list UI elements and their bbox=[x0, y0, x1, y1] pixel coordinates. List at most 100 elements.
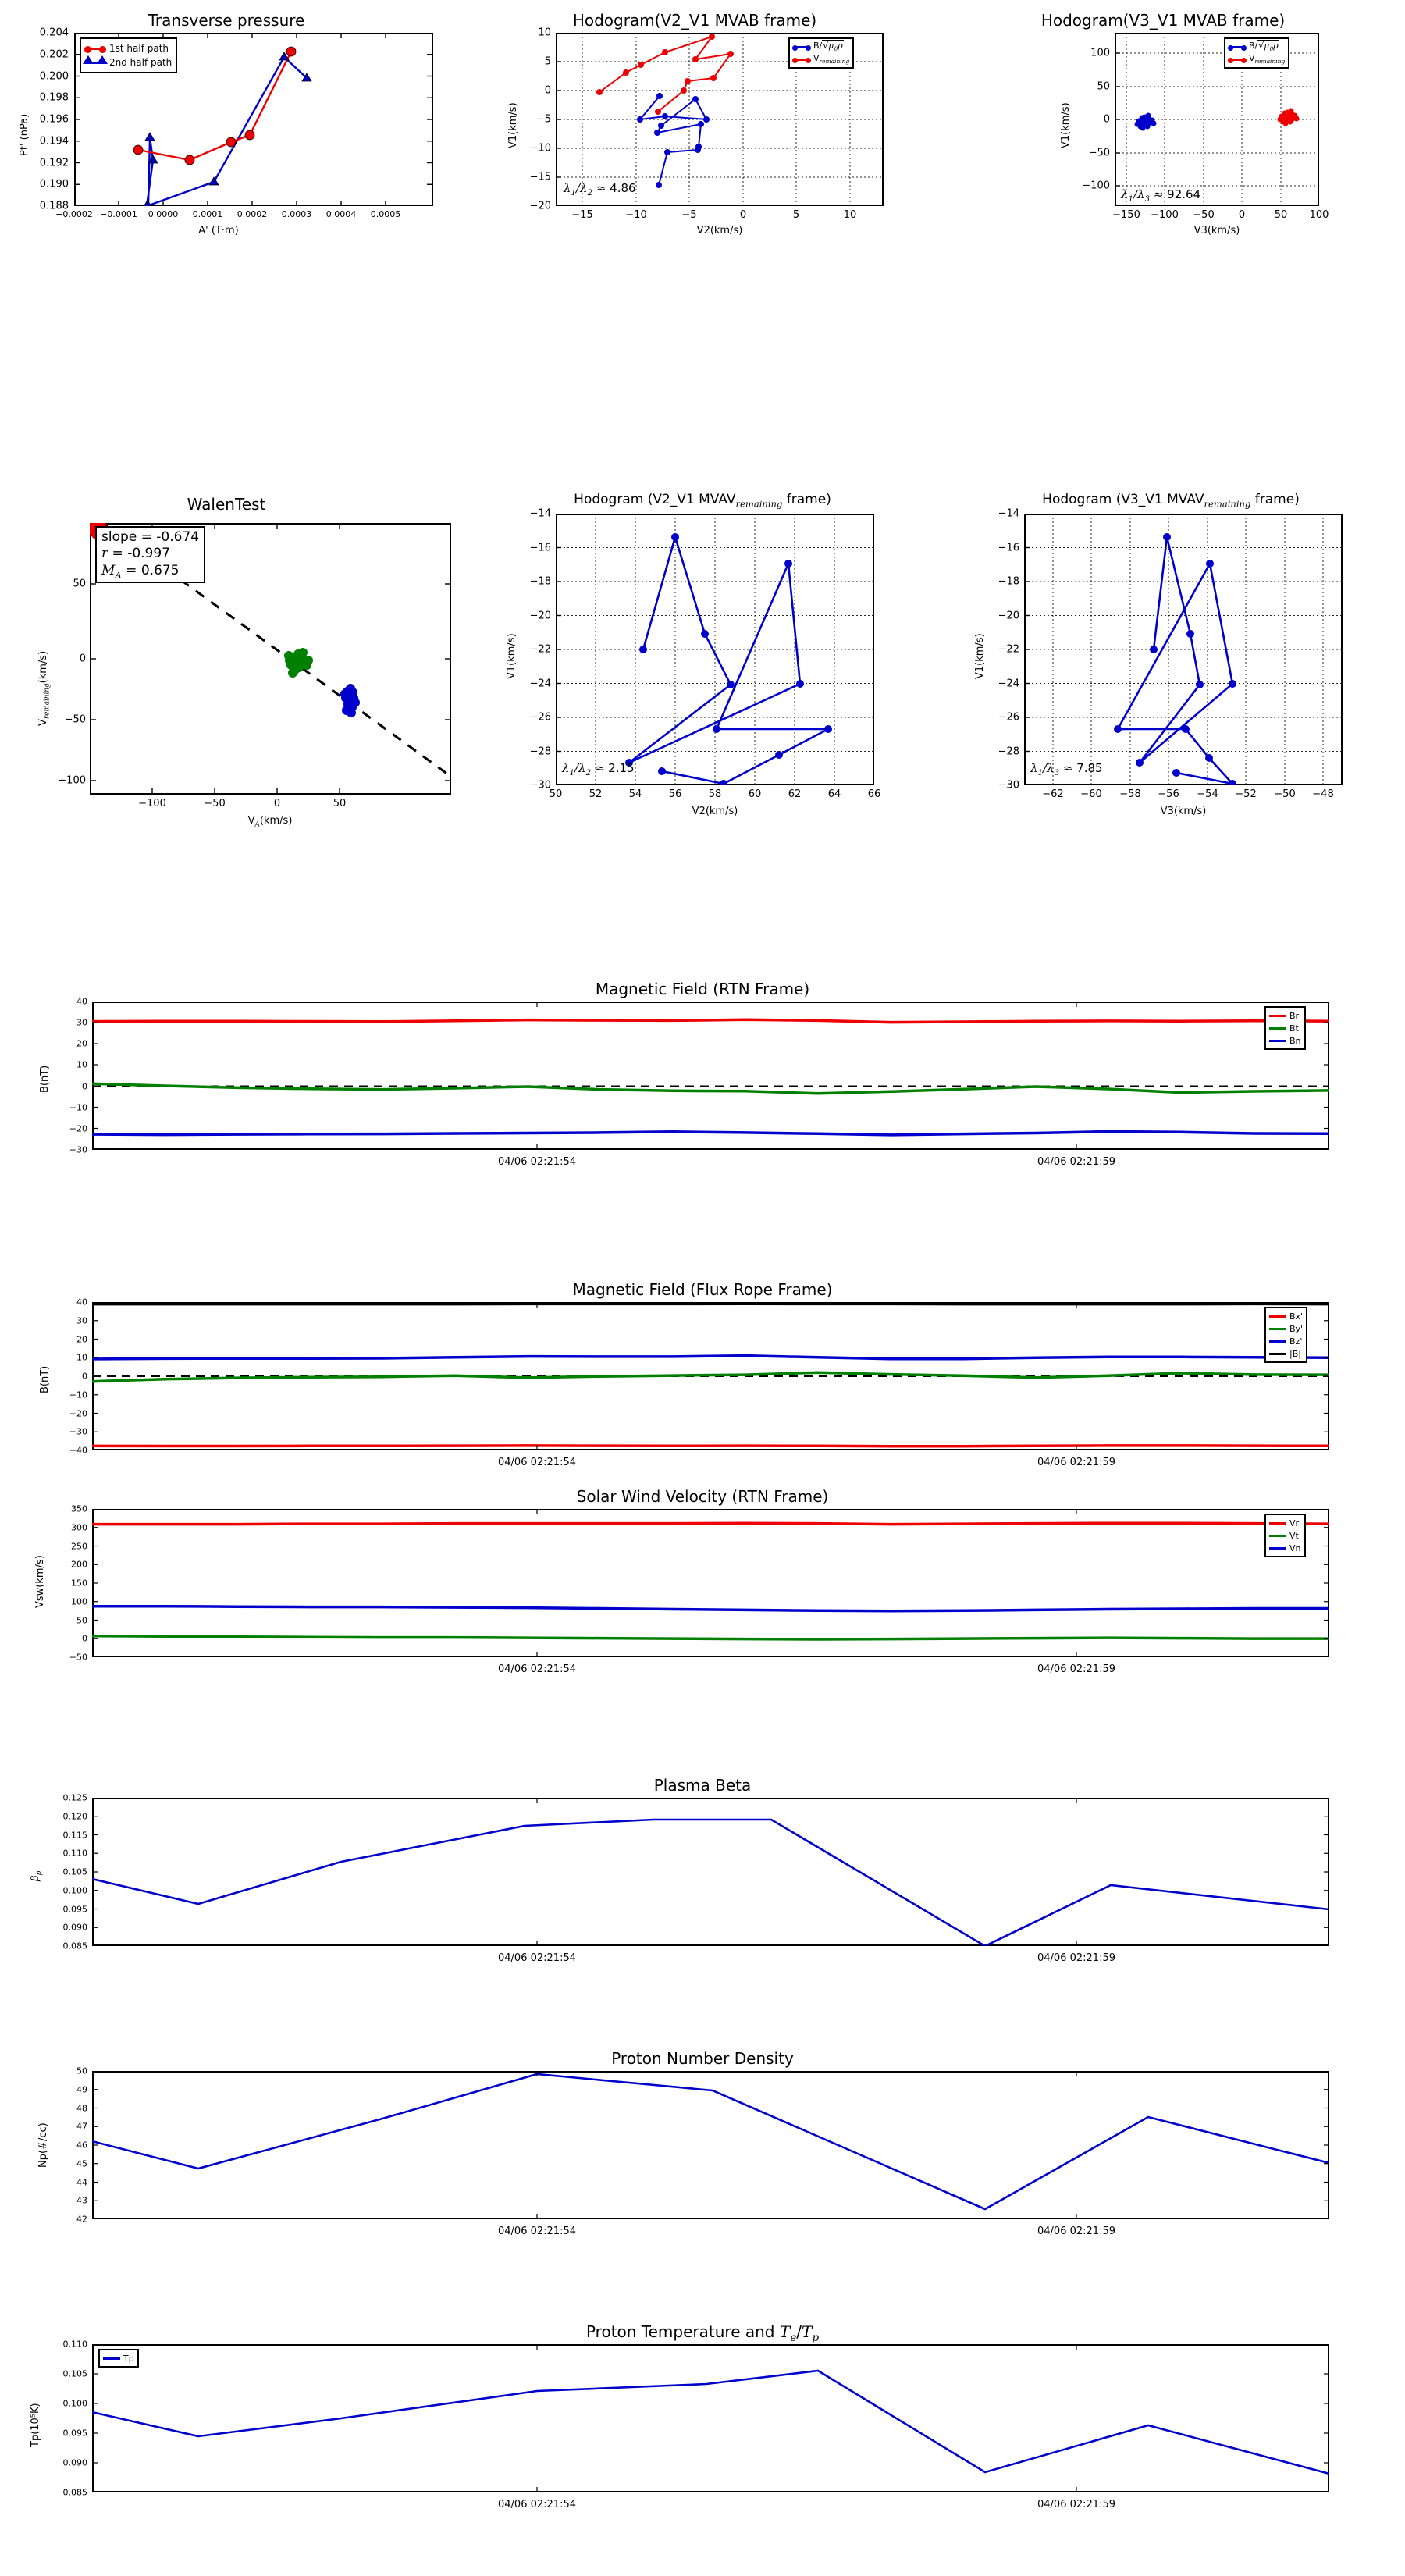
xtick-8: 66 bbox=[867, 788, 881, 800]
legend-hodogram-v3v1-mvab[interactable]: B/√μ0ρ Vremaining bbox=[1224, 37, 1290, 69]
legend-mag-flux[interactable]: Bx' By' Bz' |B| bbox=[1264, 1307, 1308, 1363]
xtick-4: 50 bbox=[1274, 209, 1288, 221]
y-axis-sub: remaining bbox=[43, 683, 52, 720]
series-b-alfven-line bbox=[638, 95, 708, 186]
yaxis-title: V1(km/s) bbox=[506, 633, 518, 679]
title-post: frame) bbox=[1250, 492, 1300, 507]
ytick-m22: −22 bbox=[529, 643, 551, 656]
xtick-0: 50 bbox=[549, 788, 563, 800]
red-line-icon bbox=[1269, 1315, 1286, 1318]
ytick-350: 350 bbox=[71, 1503, 87, 1514]
title-pre: Hodogram (V3_V1 MVAV bbox=[1042, 492, 1204, 507]
legend-label: |B| bbox=[1289, 1348, 1301, 1359]
lambda-value: ≈ 2.15 bbox=[594, 761, 635, 775]
ytick-m10: −10 bbox=[69, 1389, 87, 1400]
legend-item-br[interactable]: Br bbox=[1269, 1009, 1301, 1022]
legend-item-bzp[interactable]: Bz' bbox=[1269, 1335, 1303, 1347]
legend-label: By' bbox=[1289, 1323, 1304, 1334]
lambda-symbol: λ1/λ3 bbox=[1030, 761, 1060, 777]
series-vr bbox=[92, 1521, 1329, 1526]
red-line-icon bbox=[1269, 1521, 1286, 1525]
xtick-time-2: 04/06 02:21:59 bbox=[1037, 1952, 1115, 1964]
legend-hodogram-v2v1-mvab[interactable]: B/√μ0ρ Vremaining bbox=[788, 37, 855, 69]
xaxis-title: V3(km/s) bbox=[1160, 806, 1207, 817]
xtick-time-1: 04/06 02:21:54 bbox=[498, 1663, 576, 1675]
xtick-2: −5 bbox=[681, 209, 697, 221]
title-p: p bbox=[812, 2332, 820, 2344]
ytick-m5: −5 bbox=[535, 113, 551, 126]
legend-proton-temp[interactable]: Tp bbox=[98, 2349, 139, 2368]
panel-title: Hodogram (V2_V1 MVAVremaining frame) bbox=[476, 492, 929, 509]
legend-item-tp[interactable]: Tp bbox=[103, 2352, 134, 2364]
ytick-0090: 0.090 bbox=[62, 2457, 88, 2468]
ytick-m30: −30 bbox=[69, 1426, 87, 1437]
legend-item-bn[interactable]: Bn bbox=[1269, 1034, 1301, 1047]
xtick-3: 0 bbox=[739, 209, 747, 221]
panel-proton-temperature: Proton Temperature and Te/Tp 0.110 0.105… bbox=[0, 2322, 1405, 2549]
yaxis-title: V1(km/s) bbox=[507, 102, 519, 148]
red-circle-marker-icon bbox=[84, 46, 106, 53]
ytick-m20: −20 bbox=[69, 1408, 87, 1418]
alfven-mach-value: MA = 0.675 bbox=[101, 563, 199, 581]
yaxis-title: B(nT) bbox=[39, 1365, 51, 1393]
xtick-4: 0.0002 bbox=[237, 209, 268, 219]
series-bzp bbox=[92, 1354, 1329, 1361]
legend-item-byp[interactable]: By' bbox=[1269, 1322, 1303, 1335]
red-line-marker-icon bbox=[1228, 58, 1247, 63]
hodogram-v3v1-mvav-canvas bbox=[1024, 514, 1343, 785]
title-sub: remaining bbox=[735, 498, 783, 510]
legend-vsw[interactable]: Vr Vt Vn bbox=[1264, 1514, 1306, 1557]
ytick-m50: −50 bbox=[69, 1652, 87, 1663]
ytick-m14: −14 bbox=[998, 507, 1019, 520]
ytick-m15: −15 bbox=[529, 171, 551, 183]
panel-title: Plasma Beta bbox=[653, 1776, 752, 1795]
ytick-m50: −50 bbox=[64, 713, 86, 726]
legend-item-babs[interactable]: |B| bbox=[1269, 1347, 1303, 1360]
legend-transverse-pressure[interactable]: 1st half path 2nd half path bbox=[80, 37, 178, 73]
ytick-2: 0.192 bbox=[39, 157, 69, 169]
panel-title: Transverse pressure bbox=[148, 11, 305, 30]
legend-label: Vremaining bbox=[813, 53, 850, 66]
xtick-0: −150 bbox=[1112, 209, 1140, 221]
ytick-m20: −20 bbox=[529, 610, 551, 621]
ytick-50: 50 bbox=[76, 2065, 87, 2076]
yaxis-title: Np(#/cc) bbox=[37, 2122, 49, 2168]
panel-title: Magnetic Field (RTN Frame) bbox=[595, 980, 810, 998]
legend-item-b-alfven[interactable]: B/√μ0ρ bbox=[1228, 40, 1285, 53]
panel-hodogram-v3v1-mvab: Hodogram(V3_V1 MVAB frame) bbox=[937, 0, 1405, 437]
ytick-47: 47 bbox=[76, 2121, 87, 2132]
legend-item-v-remaining[interactable]: Vremaining bbox=[1228, 53, 1285, 66]
legend-item-vn[interactable]: Vn bbox=[1269, 1542, 1301, 1554]
legend-item-vr[interactable]: Vr bbox=[1269, 1517, 1301, 1529]
title-post: frame) bbox=[782, 492, 831, 507]
ytick-m30: −30 bbox=[998, 779, 1019, 792]
legend-item-1st-half[interactable]: 1st half path bbox=[84, 41, 172, 55]
legend-item-vt[interactable]: Vt bbox=[1269, 1529, 1301, 1542]
xtick-3: 56 bbox=[668, 788, 682, 800]
ytick-m22: −22 bbox=[998, 643, 1019, 656]
series-v3v1-markers bbox=[1114, 533, 1236, 785]
ytick-m100: −100 bbox=[58, 774, 86, 787]
legend-item-2nd-half[interactable]: 2nd half path bbox=[83, 55, 172, 69]
ytick-m20: −20 bbox=[998, 610, 1019, 621]
ytick-100: 100 bbox=[71, 1596, 87, 1607]
xtick-5: 0.0003 bbox=[281, 209, 312, 219]
legend-mag-rtn[interactable]: Br Bt Bn bbox=[1264, 1006, 1306, 1050]
beta-symbol: β bbox=[30, 1875, 41, 1881]
ytick-0100: 0.100 bbox=[62, 2398, 88, 2409]
panel-proton-number-density: Proton Number Density 50 49 48 47 46 bbox=[0, 2049, 1405, 2260]
xtick-7: −48 bbox=[1312, 788, 1334, 800]
ytick-3: 0.194 bbox=[39, 135, 69, 148]
legend-item-bt[interactable]: Bt bbox=[1269, 1022, 1301, 1034]
y-axis-v: V bbox=[37, 719, 49, 726]
series-b-alfven-markers bbox=[637, 93, 710, 188]
xtick-2: 54 bbox=[628, 788, 642, 800]
legend-item-b-alfven[interactable]: B/√μ0ρ bbox=[792, 40, 849, 53]
gridlines bbox=[556, 514, 874, 785]
ytick-m10: −10 bbox=[69, 1102, 87, 1112]
legend-item-v-remaining[interactable]: Vremaining bbox=[792, 53, 850, 66]
legend-item-bxp[interactable]: Bx' bbox=[1269, 1310, 1303, 1322]
series-b-alfven-cluster bbox=[1134, 112, 1157, 131]
legend-label: B/√μ0ρ bbox=[813, 40, 844, 53]
